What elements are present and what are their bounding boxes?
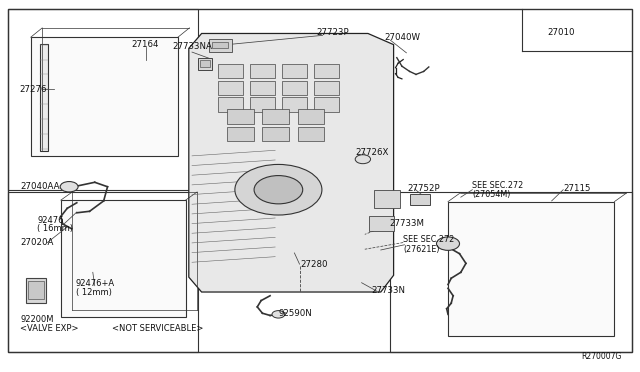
Circle shape xyxy=(254,176,303,204)
Bar xyxy=(314,81,339,95)
Bar xyxy=(31,37,178,156)
Bar xyxy=(314,64,339,78)
Text: 27276: 27276 xyxy=(19,85,47,94)
Circle shape xyxy=(436,237,460,250)
Bar xyxy=(282,64,307,78)
Text: <NOT SERVICEABLE>: <NOT SERVICEABLE> xyxy=(112,324,204,333)
Bar xyxy=(282,81,307,95)
Text: 27115: 27115 xyxy=(563,185,591,193)
Text: 27723P: 27723P xyxy=(316,28,349,37)
Circle shape xyxy=(235,164,322,215)
Text: 27040AA: 27040AA xyxy=(20,182,60,191)
Bar xyxy=(410,194,430,205)
Bar xyxy=(61,200,186,317)
Bar xyxy=(390,192,632,352)
Bar xyxy=(227,109,254,124)
Bar xyxy=(250,64,275,78)
Text: 27280: 27280 xyxy=(301,260,328,269)
Bar xyxy=(40,44,48,151)
Bar xyxy=(8,9,198,190)
Text: 27040W: 27040W xyxy=(384,33,420,42)
Bar xyxy=(448,202,614,336)
Circle shape xyxy=(355,155,371,164)
Text: ( 16mm): ( 16mm) xyxy=(37,224,73,233)
Text: <VALVE EXP>: <VALVE EXP> xyxy=(20,324,79,333)
Bar xyxy=(298,109,324,124)
Circle shape xyxy=(60,182,78,192)
Text: 27733M: 27733M xyxy=(389,219,424,228)
Bar xyxy=(369,216,394,231)
Text: 27020A: 27020A xyxy=(20,238,54,247)
Bar xyxy=(298,127,324,141)
Text: (27054M): (27054M) xyxy=(472,190,511,199)
Text: 92200M: 92200M xyxy=(20,315,54,324)
Text: SEE SEC.272: SEE SEC.272 xyxy=(403,235,454,244)
Text: 27164: 27164 xyxy=(131,40,159,49)
Text: 92476: 92476 xyxy=(37,216,63,225)
Text: 27733NA: 27733NA xyxy=(173,42,212,51)
Bar xyxy=(218,97,243,112)
Bar xyxy=(227,127,254,141)
Text: 92476+A: 92476+A xyxy=(76,279,115,288)
Text: 92590N: 92590N xyxy=(278,309,312,318)
Bar xyxy=(8,192,198,352)
Text: SEE SEC.272: SEE SEC.272 xyxy=(472,181,524,190)
Polygon shape xyxy=(189,33,394,292)
Bar xyxy=(212,42,228,48)
Bar xyxy=(200,60,210,67)
Bar xyxy=(218,64,243,78)
Bar xyxy=(262,127,289,141)
Circle shape xyxy=(272,311,285,318)
Text: ( 12mm): ( 12mm) xyxy=(76,288,111,296)
Bar xyxy=(374,190,400,208)
Text: R270007G: R270007G xyxy=(582,352,622,361)
Bar xyxy=(26,278,46,303)
Bar xyxy=(314,97,339,112)
Bar xyxy=(250,81,275,95)
Bar xyxy=(282,97,307,112)
Text: 27733N: 27733N xyxy=(371,286,405,295)
Bar xyxy=(218,81,243,95)
Text: 27752P: 27752P xyxy=(408,185,440,193)
Bar xyxy=(209,39,232,52)
Bar xyxy=(28,281,44,299)
Bar xyxy=(250,97,275,112)
Bar xyxy=(198,58,212,70)
Bar xyxy=(262,109,289,124)
Text: (27621E): (27621E) xyxy=(403,245,440,254)
Text: 27010: 27010 xyxy=(547,28,575,37)
Text: 27726X: 27726X xyxy=(356,148,389,157)
